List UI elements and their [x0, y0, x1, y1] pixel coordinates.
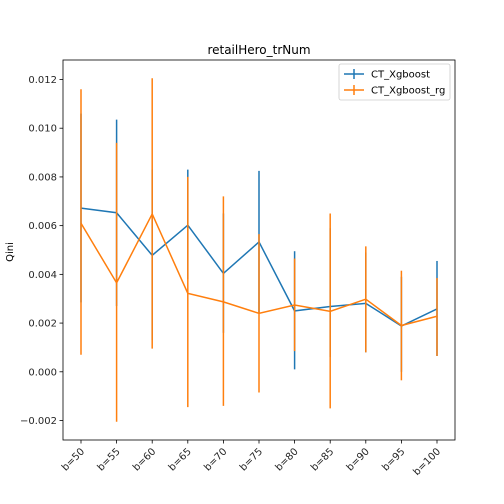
- y-tick-label: 0.010: [28, 124, 57, 135]
- y-tick-label: 0.000: [28, 367, 57, 378]
- x-tick-label: b=95: [380, 446, 407, 473]
- x-tick-label: b=80: [274, 446, 301, 473]
- axes-frame: [62, 59, 456, 441]
- y-tick-label: 0.008: [28, 172, 57, 183]
- x-tick-label: b=100: [411, 446, 443, 478]
- x-tick-label: b=60: [131, 446, 158, 473]
- y-tick-label: 0.012: [28, 75, 57, 86]
- y-tick-label: 0.004: [28, 270, 57, 281]
- chart-title: retailHero_trNum: [207, 43, 310, 57]
- legend-box: [338, 63, 451, 101]
- x-tick-label: b=85: [309, 446, 336, 473]
- x-tick-label: b=90: [345, 446, 372, 473]
- x-tick-label: b=75: [238, 446, 265, 473]
- y-tick-label: −0.002: [20, 416, 57, 427]
- x-tick-label: b=70: [202, 446, 229, 473]
- legend-label: CT_Xgboost: [371, 70, 430, 81]
- y-tick-label: 0.002: [28, 319, 57, 330]
- x-tick-label: b=65: [167, 446, 194, 473]
- x-tick-label: b=50: [60, 446, 87, 473]
- legend-label: CT_Xgboost_rg: [371, 86, 445, 97]
- y-tick-label: 0.006: [28, 221, 57, 232]
- x-tick-label: b=55: [96, 446, 123, 473]
- legend: CT_Xgboost CT_Xgboost_rg: [338, 63, 451, 101]
- plot-area: −0.002 0.000 0.002 0.004 0.006 0.008 0.010 0.01…: [20, 75, 443, 478]
- y-axis-label: Qini: [5, 242, 16, 262]
